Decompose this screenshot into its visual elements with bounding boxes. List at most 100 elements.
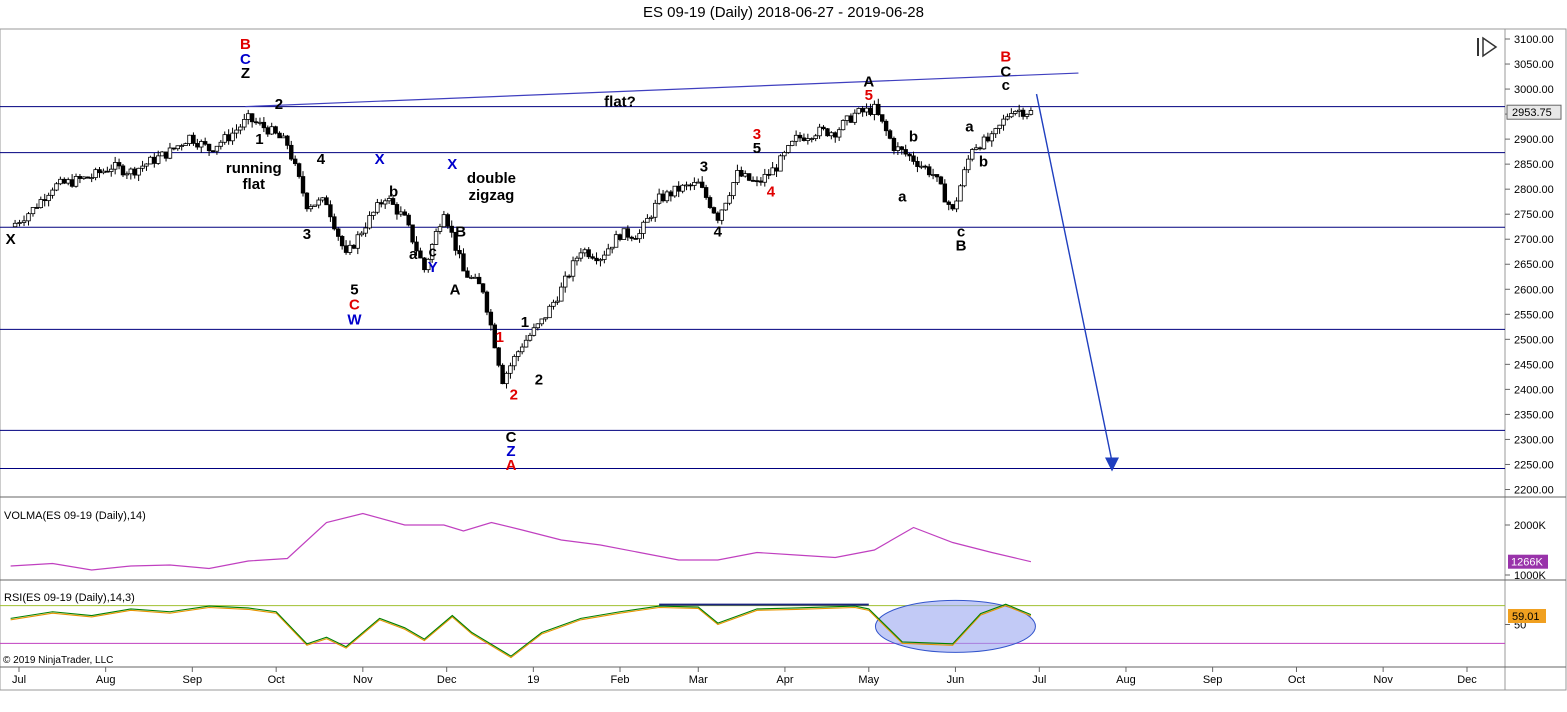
wave-label: zigzag (468, 187, 514, 204)
candle-body (65, 179, 71, 184)
play-pause-icon-triangle[interactable] (1482, 36, 1498, 58)
candle-body (128, 168, 134, 175)
wave-label: W (347, 311, 362, 328)
price-tick-label: 2400.00 (1514, 384, 1554, 396)
candle-body (144, 163, 149, 167)
candle-body (731, 182, 736, 197)
candle-body (500, 364, 505, 385)
candle-body (594, 257, 599, 262)
chart-frame (0, 28, 1567, 691)
price-tick-label: 2200.00 (1514, 484, 1554, 496)
wave-label: c (1002, 77, 1010, 94)
wave-label: c (429, 244, 437, 261)
rsi-highlight-ellipse (874, 599, 1036, 653)
candle-body (606, 248, 611, 256)
projection-arrow-line (1035, 93, 1113, 462)
candle-body (664, 191, 670, 202)
wave-label: 2 (275, 96, 283, 113)
candle-body (363, 227, 368, 234)
candle-body (394, 204, 400, 215)
wave-label: X (375, 151, 385, 168)
candle-body (872, 103, 877, 115)
candle-body (469, 276, 474, 279)
wave-label: 4 (767, 184, 776, 201)
candle-body (563, 275, 568, 288)
candle-body (304, 192, 310, 210)
candle-body (21, 220, 27, 223)
candle-body (183, 143, 188, 146)
candle-body (778, 155, 783, 172)
candle-body (152, 156, 157, 164)
candle-body (950, 204, 955, 210)
rsi-last-label: 59.01 (1512, 611, 1540, 623)
wave-label: running (226, 160, 282, 177)
candle-body (410, 224, 415, 243)
price-tick-label: 3100.00 (1514, 34, 1554, 46)
volma-line (10, 512, 1032, 571)
candle-body (390, 198, 396, 205)
price-tick-label: 2300.00 (1514, 434, 1554, 446)
play-pause-icon[interactable] (1477, 36, 1498, 58)
candle-body (375, 202, 380, 213)
candle-body (821, 126, 826, 130)
candle-body (418, 250, 423, 259)
candle-body (246, 113, 251, 120)
price-tick-label: 2450.00 (1514, 359, 1554, 371)
candle-body (269, 126, 274, 135)
candle-body (637, 233, 642, 240)
play-pause-icon-bar[interactable] (1477, 38, 1479, 56)
candle-body (707, 197, 713, 208)
price-tick-label: 2350.00 (1514, 409, 1554, 421)
price-tick-label: 2700.00 (1514, 234, 1554, 246)
candle-body (199, 141, 204, 148)
candle-body (34, 207, 40, 209)
last-price-marker (1506, 104, 1562, 120)
candle-body (574, 257, 580, 262)
candle-body (332, 216, 337, 230)
candle-body (786, 145, 791, 153)
price-tick-label: 2850.00 (1514, 159, 1554, 171)
candle-body (789, 140, 795, 146)
candle-body (919, 165, 924, 168)
candle-body (547, 305, 552, 319)
candle-body (934, 174, 940, 178)
wave-label: 1 (496, 329, 504, 346)
candle-body (582, 249, 587, 254)
candle-body (175, 145, 180, 150)
candle-body (476, 276, 482, 285)
candle-body (809, 138, 814, 140)
candle-body (680, 184, 685, 192)
candle-body (89, 177, 94, 180)
wave-label: 2 (510, 386, 518, 403)
candle-body (261, 121, 267, 129)
candle-body (62, 178, 67, 184)
candle-body (214, 145, 220, 152)
candle-body (81, 176, 87, 179)
candle-body (621, 228, 627, 240)
month-tick-label: Aug (1116, 674, 1136, 686)
month-tick-label: Aug (96, 674, 116, 686)
month-tick-label: Jul (12, 674, 26, 686)
candle-body (586, 249, 591, 258)
candle-body (453, 231, 458, 251)
month-tick-label: Mar (689, 674, 708, 686)
candle-body (715, 212, 721, 221)
candle-body (1024, 113, 1030, 117)
candle-body (289, 144, 294, 160)
candle-body (848, 115, 854, 123)
candle-body (543, 317, 548, 320)
candle-body (379, 202, 384, 205)
candle-body (433, 231, 439, 245)
candle-body (719, 209, 724, 221)
candle-body (539, 318, 544, 325)
candle-body (598, 259, 603, 262)
candle-body (962, 169, 967, 187)
candlestick-series (12, 98, 1034, 389)
wave-label: b (909, 129, 918, 146)
wave-label: flat (243, 176, 266, 193)
rsi-last-marker (1508, 608, 1546, 623)
wave-label: b (979, 154, 988, 171)
candle-body (739, 170, 744, 177)
candle-body (292, 158, 298, 165)
